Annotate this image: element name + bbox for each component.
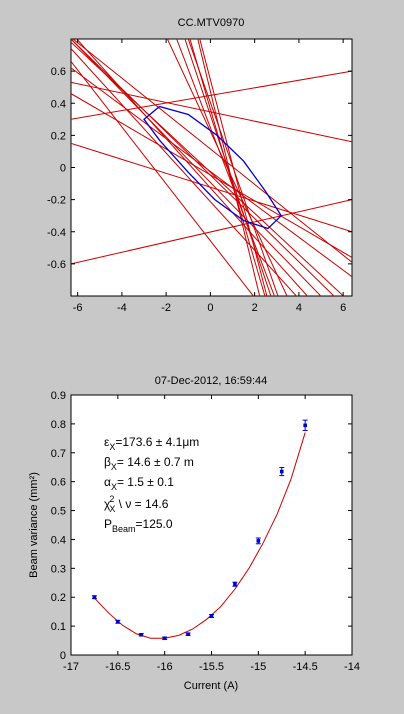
bottom-y-tick-label: 0.7 [51,448,66,460]
ellipse-contour [143,105,283,230]
constraint-line-19 [199,39,268,296]
top-y-tick-label: 0 [60,163,66,175]
bottom-y-tick-label: 0 [60,650,66,662]
constraint-line-16 [189,39,266,296]
bottom-y-tick-label: 0.8 [51,419,66,431]
top-x-tick-label: 0 [207,302,213,314]
data-point [92,595,97,600]
bottom-y-tick-label: 0.4 [51,534,66,546]
y-axis-label: Beam variance (mm²) [28,472,40,578]
bottom-x-tick-label: -16.5 [105,661,130,673]
top-y-tick-label: 0.6 [51,66,66,78]
phase-space-ellipse [143,105,283,230]
top-x-ticks: -6 -4 -2 0 2 4 6 [73,39,346,314]
top-x-tick-label: 2 [252,302,258,314]
constraint-line-3 [71,39,322,296]
constraint-line-8 [71,142,352,233]
top-x-tick-label: -6 [73,302,83,314]
bottom-x-tick-label: -16 [157,661,173,673]
bottom-plot-title: 07-Dec-2012, 16:59:44 [155,375,268,387]
bottom-x-ticks: -17 -16.5 -16 -15.5 -15 -14.5 -14 [63,395,360,673]
data-point [279,469,284,474]
measured-points [91,419,308,641]
top-y-tick-label: -0.2 [47,195,66,207]
data-point [209,614,214,618]
data-point [186,632,190,636]
constraint-line-12 [72,39,352,263]
constraint-line-0 [71,61,254,296]
bottom-x-tick-label: -15 [250,661,266,673]
bottom-y-tick-label: 0.6 [51,477,66,489]
bottom-x-tick-label: -14.5 [293,661,318,673]
top-x-tick-label: 4 [296,302,302,314]
bottom-x-tick-label: -17 [63,661,79,673]
data-point [162,636,167,641]
emittance-label: εX=173.6 ± 4.1μm [104,435,199,452]
constraint-line-9 [71,199,352,265]
top-y-tick-label: 0.4 [51,98,66,110]
constraint-line-5 [71,41,345,296]
beta-label: βX= 14.6 ± 0.7 m [104,455,194,472]
top-plot-area [70,38,353,297]
constraint-lines [71,39,352,296]
bottom-y-tick-label: 0.3 [51,563,66,575]
top-y-tick-label: -0.4 [47,227,66,239]
fit-results: εX=173.6 ± 4.1μm βX= 14.6 ± 0.7 m αX= 1.… [104,435,199,534]
phase-space-plot: CC.MTV0970 -6 -4 -2 0 2 4 6 -0.6 -0.4 -0.2 0 0.2 0.… [47,17,353,314]
bottom-plot-area [70,394,353,656]
fit-curve [94,432,306,639]
top-x-tick-label: 6 [340,302,346,314]
bottom-y-ticks: 0 0.1 0.2 0.3 0.4 0.5 0.6 0.7 0.8 0.9 [51,390,352,662]
constraint-line-15 [184,39,272,296]
chi2-label: χ2 X \ ν = 14.6 [104,494,169,514]
beam-variance-plot: 07-Dec-2012, 16:59:44 -17 -16.5 -16 -15.5 -1… [28,375,360,692]
data-point [233,582,237,587]
bottom-y-tick-label: 0.2 [51,592,66,604]
top-x-tick-label: -4 [117,302,127,314]
bottom-y-tick-label: 0.9 [51,390,66,402]
constraint-line-18 [197,39,261,296]
constraint-line-7 [71,93,352,258]
top-y-tick-label: -0.6 [47,259,66,271]
top-plot-title: CC.MTV0970 [178,17,245,29]
bottom-x-tick-label: -14 [344,661,360,673]
fit-curve-line [94,432,306,639]
data-point [139,632,144,637]
top-y-tick-label: 0.2 [51,130,66,142]
data-point [303,423,307,428]
constraint-line-1 [71,48,298,296]
beam-power-label: PBeam=125.0 [104,517,173,534]
bottom-y-tick-label: 0.5 [51,506,66,518]
constraint-line-17 [187,39,279,296]
bottom-y-tick-label: 0.1 [51,621,66,633]
constraint-line-4 [71,39,335,296]
data-point [116,619,120,624]
data-point [256,539,261,543]
x-axis-label: Current (A) [184,680,238,692]
constraint-line-6 [71,67,352,278]
bottom-x-tick-label: -15.5 [199,661,224,673]
top-y-ticks: -0.6 -0.4 -0.2 0 0.2 0.4 0.6 [47,66,352,271]
alpha-label: αX= 1.5 ± 0.1 [104,475,174,492]
top-x-tick-label: -2 [161,302,171,314]
constraint-line-13 [166,39,288,296]
